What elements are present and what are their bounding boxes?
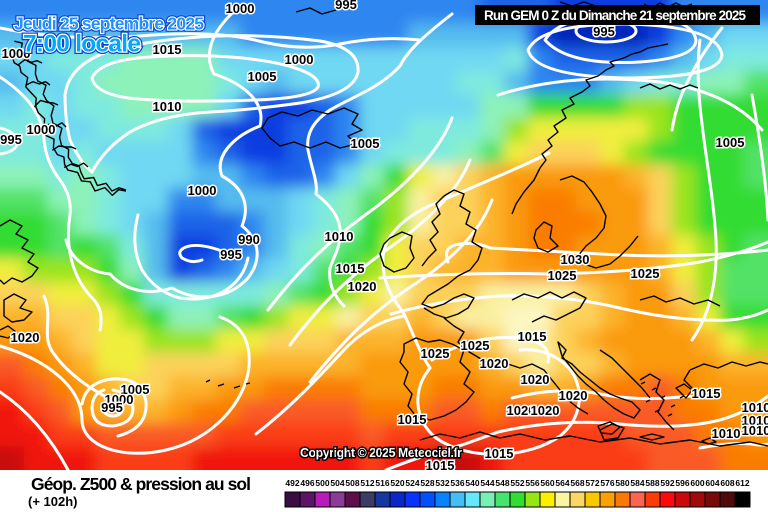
svg-text:600: 600 xyxy=(690,478,704,488)
svg-text:580: 580 xyxy=(615,478,629,488)
svg-text:1000: 1000 xyxy=(285,52,314,67)
svg-text:572: 572 xyxy=(585,478,599,488)
svg-text:1025: 1025 xyxy=(421,346,450,361)
svg-text:1000: 1000 xyxy=(105,392,134,407)
svg-text:995: 995 xyxy=(593,24,615,39)
svg-text:548: 548 xyxy=(495,478,509,488)
svg-text:1020: 1020 xyxy=(348,279,377,294)
svg-text:536: 536 xyxy=(450,478,464,488)
svg-text:1015: 1015 xyxy=(426,458,455,473)
svg-text:576: 576 xyxy=(600,478,614,488)
svg-text:1000: 1000 xyxy=(2,46,31,61)
svg-text:1020: 1020 xyxy=(507,403,536,418)
svg-text:(+ 102h): (+ 102h) xyxy=(28,494,78,509)
svg-text:Jeudi 25 septembre 2025: Jeudi 25 septembre 2025 xyxy=(14,14,204,34)
svg-text:995: 995 xyxy=(335,0,357,12)
svg-text:1020: 1020 xyxy=(521,372,550,387)
svg-text:1005: 1005 xyxy=(121,382,150,397)
svg-text:552: 552 xyxy=(510,478,524,488)
svg-text:1005: 1005 xyxy=(248,69,277,84)
svg-text:1015: 1015 xyxy=(692,386,721,401)
svg-text:524: 524 xyxy=(405,478,419,488)
svg-text:995: 995 xyxy=(220,247,242,262)
svg-text:1010: 1010 xyxy=(742,400,768,415)
svg-text:990: 990 xyxy=(238,232,260,247)
svg-text:540: 540 xyxy=(465,478,479,488)
svg-text:1030: 1030 xyxy=(561,252,590,267)
svg-text:1020: 1020 xyxy=(480,356,509,371)
svg-text:1010: 1010 xyxy=(153,99,182,114)
svg-text:1025: 1025 xyxy=(548,268,577,283)
svg-text:1015: 1015 xyxy=(398,412,427,427)
svg-text:1010: 1010 xyxy=(742,423,768,438)
svg-text:995: 995 xyxy=(0,132,22,147)
svg-text:1025: 1025 xyxy=(631,266,660,281)
svg-text:608: 608 xyxy=(720,478,734,488)
svg-text:995: 995 xyxy=(101,400,123,415)
svg-text:592: 592 xyxy=(660,478,674,488)
svg-text:1015: 1015 xyxy=(485,446,514,461)
svg-text:Géop. Z500 & pression au sol: Géop. Z500 & pression au sol xyxy=(31,474,251,494)
svg-text:Jeudi 25 septembre 2025: Jeudi 25 septembre 2025 xyxy=(14,14,204,34)
svg-text:1000: 1000 xyxy=(188,183,217,198)
svg-text:512: 512 xyxy=(360,478,374,488)
svg-text:612: 612 xyxy=(735,478,749,488)
svg-text:568: 568 xyxy=(570,478,584,488)
svg-text:584: 584 xyxy=(630,478,644,488)
svg-text:504: 504 xyxy=(330,478,344,488)
svg-text:544: 544 xyxy=(480,478,494,488)
svg-text:1010: 1010 xyxy=(742,413,768,428)
svg-text:588: 588 xyxy=(645,478,659,488)
svg-text:1010: 1010 xyxy=(712,426,741,441)
svg-text:1015: 1015 xyxy=(518,329,547,344)
svg-text:1025: 1025 xyxy=(461,338,490,353)
svg-text:1010: 1010 xyxy=(325,229,354,244)
svg-text:1000: 1000 xyxy=(27,122,56,137)
svg-text:Copyright © 2025 Meteociel.fr: Copyright © 2025 Meteociel.fr xyxy=(300,446,462,460)
svg-text:1005: 1005 xyxy=(351,136,380,151)
svg-text:604: 604 xyxy=(705,478,719,488)
svg-text:1020: 1020 xyxy=(531,403,560,418)
svg-text:556: 556 xyxy=(525,478,539,488)
svg-text:7:00 locale: 7:00 locale xyxy=(23,31,141,58)
svg-text:492: 492 xyxy=(285,478,299,488)
svg-text:508: 508 xyxy=(345,478,359,488)
svg-text:1020: 1020 xyxy=(559,388,588,403)
svg-text:1015: 1015 xyxy=(153,42,182,57)
svg-text:1020: 1020 xyxy=(11,330,40,345)
svg-text:1015: 1015 xyxy=(336,261,365,276)
svg-text:1005: 1005 xyxy=(716,135,745,150)
svg-text:7:00 locale: 7:00 locale xyxy=(23,31,141,58)
svg-text:520: 520 xyxy=(390,478,404,488)
svg-text:560: 560 xyxy=(540,478,554,488)
svg-text:1000: 1000 xyxy=(226,1,255,16)
svg-text:532: 532 xyxy=(435,478,449,488)
svg-text:528: 528 xyxy=(420,478,434,488)
svg-text:Run GEM 0 Z du Dimanche 21 sep: Run GEM 0 Z du Dimanche 21 septembre 202… xyxy=(484,8,746,23)
svg-text:496: 496 xyxy=(300,478,314,488)
svg-text:596: 596 xyxy=(675,478,689,488)
svg-text:516: 516 xyxy=(375,478,389,488)
svg-text:500: 500 xyxy=(315,478,329,488)
svg-text:564: 564 xyxy=(555,478,569,488)
